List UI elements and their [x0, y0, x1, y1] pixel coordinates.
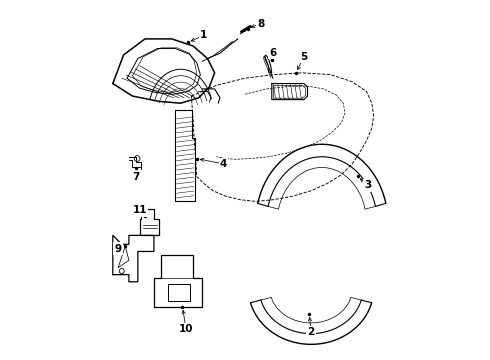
Text: 10: 10 — [179, 324, 194, 334]
Text: 8: 8 — [257, 18, 265, 28]
Text: 3: 3 — [365, 180, 372, 190]
Text: 11: 11 — [132, 205, 147, 215]
Text: 6: 6 — [269, 48, 276, 58]
Text: 4: 4 — [220, 159, 227, 169]
Text: 5: 5 — [300, 52, 308, 62]
Text: 9: 9 — [115, 244, 122, 253]
Text: 1: 1 — [200, 30, 208, 40]
Text: 2: 2 — [307, 327, 315, 337]
Text: 7: 7 — [132, 172, 140, 182]
